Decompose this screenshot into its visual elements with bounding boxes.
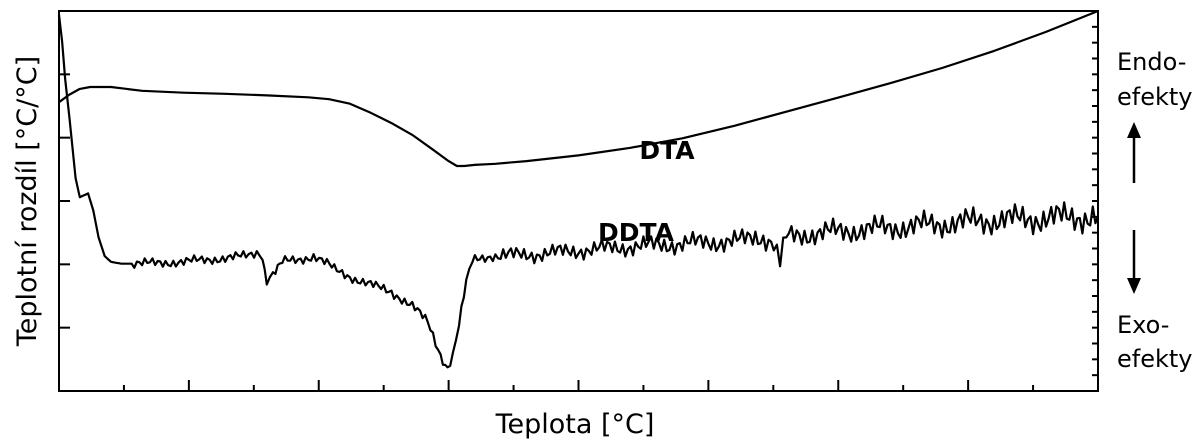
dta-series-line [58, 9, 1099, 168]
ddta-series-label: DDTA [598, 218, 675, 247]
dta-series-label: DTA [639, 136, 695, 165]
endo-label-line1: Endo- [1117, 48, 1186, 76]
x-axis-title: Teplota [°C] [495, 409, 655, 440]
exo-label-line1: Exo- [1117, 311, 1169, 339]
ddta-series-line [57, 14, 1100, 369]
y-axis-title: Teplotní rozdíl [°C/°C] [12, 56, 43, 347]
arrow-up-icon [1127, 122, 1141, 183]
exo-label-line2: efekty [1117, 345, 1193, 373]
series-group [57, 9, 1100, 369]
axis-ticks [58, 25, 1099, 391]
endo-label-line2: efekty [1117, 83, 1193, 111]
arrow-down-icon [1127, 230, 1141, 294]
